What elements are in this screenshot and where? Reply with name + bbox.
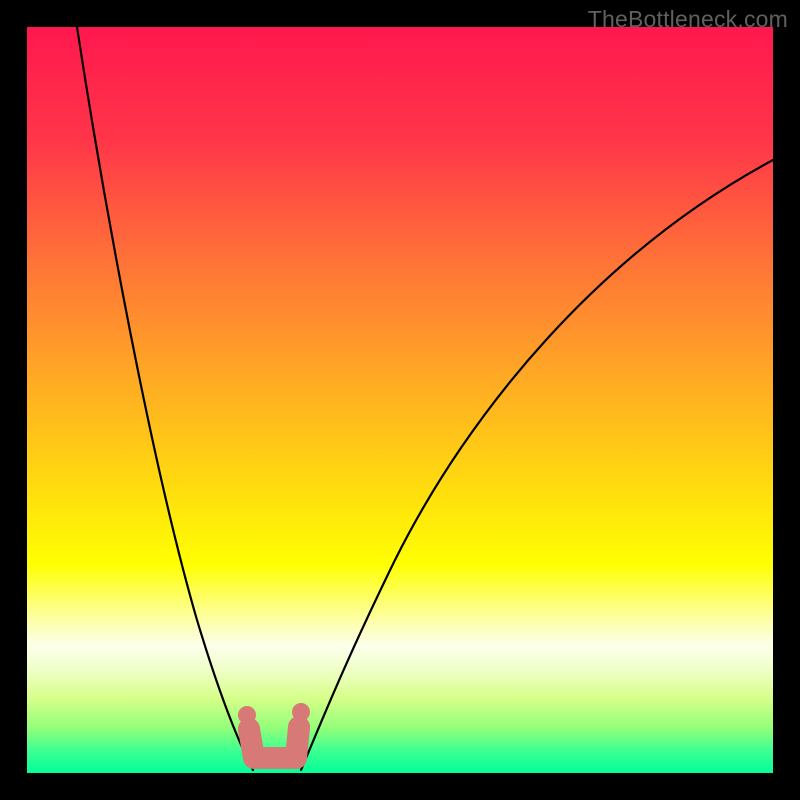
plot-background-gradient bbox=[27, 27, 773, 773]
watermark-text: TheBottleneck.com bbox=[588, 6, 788, 33]
plot-border-left bbox=[0, 0, 27, 800]
plot-border-bottom bbox=[0, 773, 800, 800]
chart-canvas: TheBottleneck.com bbox=[0, 0, 800, 800]
plot-border-right bbox=[773, 0, 800, 800]
valley-connector-segment bbox=[285, 726, 310, 759]
